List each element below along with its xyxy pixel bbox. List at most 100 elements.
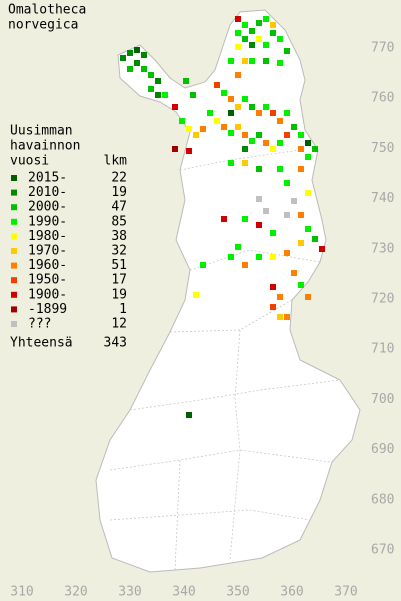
y-grid-label: 710 — [371, 342, 394, 357]
legend-count: 85 — [111, 214, 127, 229]
grid-square — [172, 146, 178, 152]
grid-square — [270, 146, 276, 152]
grid-square — [193, 132, 199, 138]
grid-square — [305, 140, 311, 146]
grid-square — [256, 36, 262, 42]
grid-square — [200, 262, 206, 268]
grid-square — [277, 314, 283, 320]
grid-square — [263, 42, 269, 48]
grid-square — [155, 92, 161, 98]
legend-label: 1990- — [28, 214, 67, 229]
legend-label: -1899 — [28, 302, 67, 317]
grid-square — [284, 110, 290, 116]
grid-square — [298, 282, 304, 288]
x-grid-label: 330 — [118, 585, 141, 600]
grid-square — [214, 82, 220, 88]
legend-swatch — [11, 248, 17, 254]
legend-label: ??? — [28, 317, 51, 332]
grid-square — [277, 166, 283, 172]
grid-square — [263, 140, 269, 146]
grid-square — [141, 52, 147, 58]
grid-square — [242, 36, 248, 42]
region-borders — [109, 149, 341, 571]
grid-square — [207, 110, 213, 116]
legend-count: 38 — [111, 229, 127, 244]
grid-square — [305, 154, 311, 160]
y-grid-label: 740 — [371, 191, 394, 206]
legend-count: 47 — [111, 200, 127, 215]
legend-swatch — [11, 189, 17, 196]
grid-square — [256, 166, 262, 172]
y-grid-label: 730 — [371, 241, 394, 256]
grid-square — [291, 198, 297, 204]
grid-square — [221, 124, 227, 130]
grid-square — [298, 166, 304, 172]
grid-square — [277, 60, 283, 66]
grid-square — [298, 146, 304, 152]
grid-square — [242, 216, 248, 222]
grid-square — [312, 146, 318, 152]
grid-square — [235, 44, 241, 50]
grid-square — [228, 96, 234, 102]
legend-total-label: Yhteensä — [10, 336, 73, 351]
legend-swatch — [11, 233, 17, 240]
grid-square — [200, 126, 206, 132]
grid-square — [242, 146, 248, 152]
grid-square — [284, 314, 290, 320]
y-grid-label: 760 — [371, 91, 394, 106]
legend-count: 19 — [111, 287, 127, 302]
observation-squares — [120, 16, 325, 418]
grid-square — [291, 270, 297, 276]
legend-label: 1950- — [28, 273, 67, 288]
x-grid-label: 310 — [10, 585, 33, 600]
grid-square — [228, 130, 234, 136]
grid-square — [235, 30, 241, 36]
x-grid-label: 340 — [172, 585, 195, 600]
grid-square — [186, 412, 192, 418]
grid-square — [256, 196, 262, 202]
x-grid-label: 320 — [64, 585, 87, 600]
x-grid-label: 360 — [280, 585, 303, 600]
grid-square — [270, 304, 276, 310]
grid-square — [263, 16, 269, 22]
legend-header: havainnon — [10, 139, 80, 154]
y-grid-label: 680 — [371, 492, 394, 507]
grid-square — [319, 246, 325, 252]
grid-square — [312, 236, 318, 242]
legend-swatch — [11, 291, 17, 298]
legend-header: vuosi — [10, 154, 49, 169]
grid-square — [162, 92, 168, 98]
legend: Uusimman havainnon vuosi lkm Yhteensä 34… — [10, 124, 127, 351]
legend-label: 1970- — [28, 244, 67, 259]
grid-square — [305, 226, 311, 232]
legend-count: 32 — [111, 244, 127, 259]
legend-count: 19 — [111, 185, 127, 200]
grid-square — [242, 22, 248, 28]
grid-square — [277, 140, 283, 146]
legend-count: 1 — [119, 302, 127, 317]
legend-swatch — [11, 204, 17, 211]
grid-square — [127, 50, 133, 56]
grid-square — [284, 48, 290, 54]
grid-square — [277, 294, 283, 300]
legend-swatch — [11, 218, 17, 225]
country-outline — [95, 9, 361, 573]
legend-header: Uusimman — [10, 124, 73, 139]
grid-square — [235, 72, 241, 78]
legend-count: 51 — [111, 258, 127, 273]
grid-square — [228, 254, 234, 260]
legend-count: 17 — [111, 273, 127, 288]
grid-square — [270, 284, 276, 290]
legend-label: 1900- — [28, 287, 67, 302]
grid-square — [228, 110, 234, 116]
legend-count: 22 — [111, 171, 127, 186]
grid-square — [249, 104, 255, 110]
grid-square — [270, 254, 276, 260]
grid-square — [270, 30, 276, 36]
grid-square — [249, 28, 255, 34]
grid-square — [284, 132, 290, 138]
grid-square — [235, 244, 241, 250]
grid-square — [305, 190, 311, 196]
legend-count-header: lkm — [104, 154, 128, 169]
